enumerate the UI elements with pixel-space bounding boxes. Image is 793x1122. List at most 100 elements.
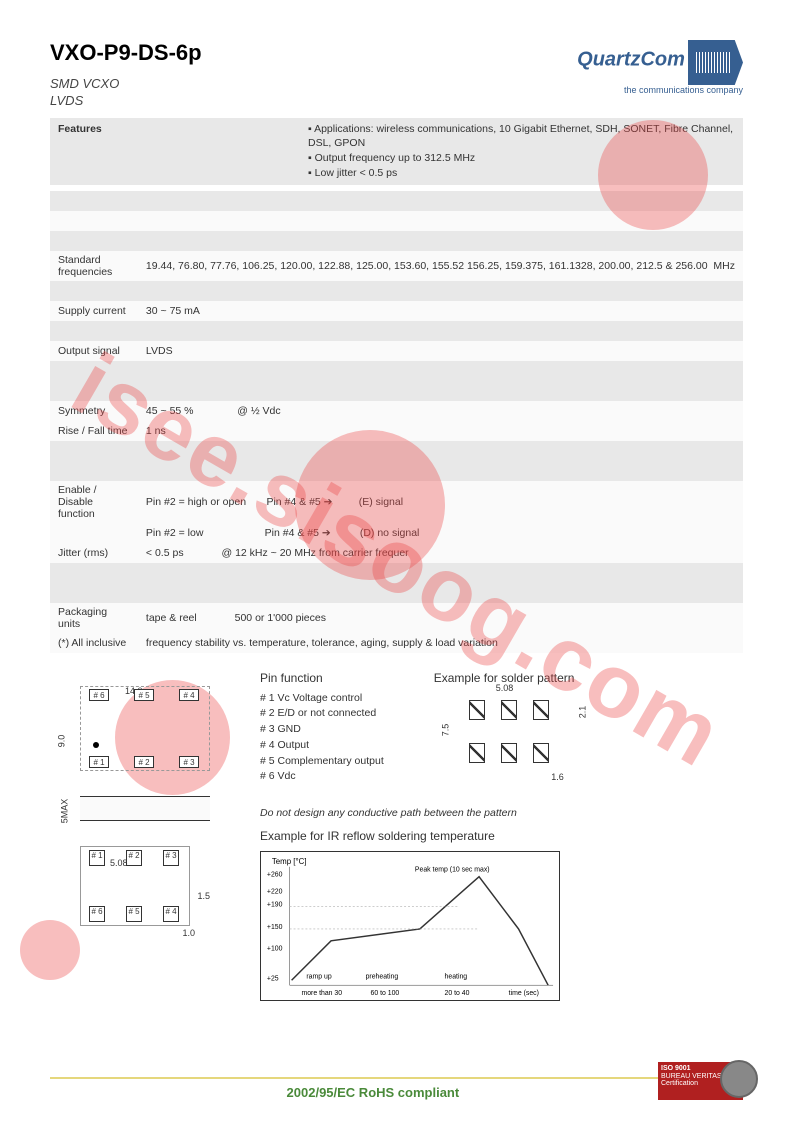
spec-value xyxy=(138,563,743,583)
lower-section: 14.0 # 6 # 5 # 4 # 1 # 2 # 3 9.0 5MAX 5.… xyxy=(50,671,743,1002)
iso-badge: ISO 9001 BUREAU VERITAS Certification xyxy=(658,1062,743,1100)
datasheet-page: isee.sisoog.com VXO-P9-DS-6p SMD VCXO LV… xyxy=(0,0,793,1122)
spec-param xyxy=(50,231,138,251)
middle-column: Pin function # 1 Vc Voltage control# 2 E… xyxy=(255,671,743,1002)
solder-note: Do not design any conductive path betwee… xyxy=(260,807,743,819)
features-label: Features xyxy=(58,122,308,181)
spec-value: 30 ~ 75 mA xyxy=(138,301,743,321)
svg-text:+190: +190 xyxy=(267,901,283,908)
pin-pad: # 4 xyxy=(179,689,199,701)
spec-param: Rise / Fall time xyxy=(50,421,138,441)
spec-param xyxy=(50,583,138,603)
spec-param xyxy=(50,281,138,301)
spec-value: < 0.5 ps @ 12 kHz ~ 20 MHz from carrier … xyxy=(138,543,743,563)
spec-row: Packaging unitstape & reel 500 or 1'000 … xyxy=(50,603,743,633)
dim-foot-h1: 1.5 xyxy=(197,891,210,901)
pin-row: # 1 Vc Voltage control xyxy=(260,691,384,707)
svg-text:+220: +220 xyxy=(267,888,283,895)
spec-param: Output signal xyxy=(50,341,138,361)
feature-item: Output frequency up to 312.5 MHz xyxy=(308,151,735,166)
mechanical-drawing: 14.0 # 6 # 5 # 4 # 1 # 2 # 3 9.0 5MAX 5.… xyxy=(50,671,240,1002)
spec-row xyxy=(50,583,743,603)
logo-tagline: the communications company xyxy=(577,85,743,95)
spec-row: Rise / Fall time1 ns xyxy=(50,421,743,441)
svg-text:+25: +25 xyxy=(267,975,279,982)
spec-row: Standard frequencies19.44, 76.80, 77.76,… xyxy=(50,251,743,281)
solder-dim-d2: 1.6 xyxy=(551,772,564,782)
logo: QuartzCom the communications company xyxy=(577,40,743,95)
spec-value xyxy=(138,461,743,481)
svg-text:heating: heating xyxy=(445,973,468,980)
footprint-pad: # 2 xyxy=(126,850,142,866)
spec-value: frequency stability vs. temperature, tol… xyxy=(138,633,743,653)
reflow-ylabel: Temp [°C] xyxy=(272,857,307,866)
spec-row: Symmetry45 ~ 55 % @ ½ Vdc xyxy=(50,401,743,421)
spec-row: Pin #2 = low Pin #4 & #5 ➔ (D) no signal xyxy=(50,523,743,543)
spec-param xyxy=(50,381,138,401)
pin1-marker xyxy=(93,742,99,748)
svg-text:more than 30: more than 30 xyxy=(301,990,342,997)
svg-text:ramp up: ramp up xyxy=(306,973,331,980)
dim-height: 9.0 xyxy=(56,734,66,747)
solder-pad xyxy=(501,700,517,720)
pin-pad: # 5 xyxy=(134,689,154,701)
solder-pattern-diagram: 5.08 7.5 2.1 1.6 xyxy=(454,695,574,770)
subtitle-2: LVDS xyxy=(50,93,577,110)
spec-row xyxy=(50,381,743,401)
logo-wave-icon xyxy=(688,40,743,85)
svg-text:20 to 40: 20 to 40 xyxy=(445,990,470,997)
footprint-pad: # 4 xyxy=(163,906,179,922)
dim-foot-h2: 1.0 xyxy=(182,928,195,938)
rohs-compliance: 2002/95/EC RoHS compliant xyxy=(287,1085,460,1100)
solder-pad xyxy=(533,700,549,720)
solder-pad xyxy=(469,700,485,720)
spec-table: Standard frequencies19.44, 76.80, 77.76,… xyxy=(50,191,743,653)
title-block: VXO-P9-DS-6p SMD VCXO LVDS xyxy=(50,40,577,110)
pin-function-list: # 1 Vc Voltage control# 2 E/D or not con… xyxy=(260,691,384,786)
svg-text:preheating: preheating xyxy=(366,973,399,980)
spec-param: Enable / Disable function xyxy=(50,481,138,523)
spec-param xyxy=(50,361,138,381)
spec-value: 1 ns xyxy=(138,421,743,441)
svg-text:Peak temp (10 sec max): Peak temp (10 sec max) xyxy=(415,867,490,874)
spec-row: Supply current30 ~ 75 mA xyxy=(50,301,743,321)
pin-row: # 3 GND xyxy=(260,722,384,738)
spec-value xyxy=(138,231,743,251)
pin-row: # 6 Vdc xyxy=(260,769,384,785)
spec-value: tape & reel 500 or 1'000 pieces xyxy=(138,603,743,633)
spec-param xyxy=(50,441,138,461)
spec-param xyxy=(50,461,138,481)
spec-value: Pin #2 = low Pin #4 & #5 ➔ (D) no signal xyxy=(138,523,743,543)
spec-value xyxy=(138,281,743,301)
spec-param xyxy=(50,191,138,211)
spec-value: 45 ~ 55 % @ ½ Vdc xyxy=(138,401,743,421)
dim-side: 5MAX xyxy=(59,798,69,823)
spec-value xyxy=(138,381,743,401)
solder-pad xyxy=(533,743,549,763)
spec-row xyxy=(50,441,743,461)
solder-pad xyxy=(501,743,517,763)
spec-row: Output signalLVDS xyxy=(50,341,743,361)
spec-value xyxy=(138,361,743,381)
solder-pattern-block: Example for solder pattern 5.08 7.5 2.1 … xyxy=(434,671,609,798)
spec-value xyxy=(138,321,743,341)
footprint-pad: # 1 xyxy=(89,850,105,866)
spec-row xyxy=(50,281,743,301)
package-side-view xyxy=(80,796,210,821)
solder-dim-h: 7.5 xyxy=(440,723,450,736)
spec-row xyxy=(50,211,743,231)
features-list: Applications: wireless communications, 1… xyxy=(308,122,735,181)
svg-text:+100: +100 xyxy=(267,946,283,953)
spec-value xyxy=(138,583,743,603)
spec-value xyxy=(138,211,743,231)
pin-row: # 2 E/D or not connected xyxy=(260,706,384,722)
part-number: VXO-P9-DS-6p xyxy=(50,40,577,66)
header: VXO-P9-DS-6p SMD VCXO LVDS QuartzCom the… xyxy=(50,40,743,110)
spec-row: Enable / Disable functionPin #2 = high o… xyxy=(50,481,743,523)
footprint-pad: # 6 xyxy=(89,906,105,922)
pin-pad: # 2 xyxy=(134,756,154,768)
solder-dim-d1: 2.1 xyxy=(577,705,587,718)
spec-value: LVDS xyxy=(138,341,743,361)
spec-value xyxy=(138,441,743,461)
spec-param: Supply current xyxy=(50,301,138,321)
